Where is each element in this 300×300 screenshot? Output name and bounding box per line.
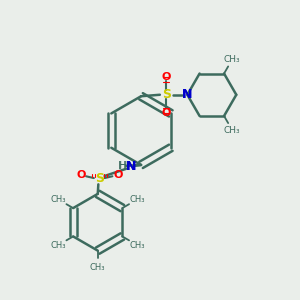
Text: CH₃: CH₃: [130, 195, 145, 204]
Text: CH₃: CH₃: [224, 126, 241, 135]
Text: CH₃: CH₃: [224, 55, 241, 64]
Text: O: O: [76, 170, 86, 180]
Text: CH₃: CH₃: [50, 241, 66, 250]
Text: O: O: [162, 72, 171, 82]
Text: N: N: [182, 88, 193, 101]
Text: N: N: [182, 88, 193, 101]
Text: S: S: [162, 88, 171, 101]
Text: CH₃: CH₃: [50, 195, 66, 204]
Text: CH₃: CH₃: [90, 263, 106, 272]
Text: S: S: [95, 172, 104, 185]
Text: O: O: [162, 108, 171, 118]
Text: H: H: [118, 161, 127, 171]
Text: N: N: [126, 160, 136, 173]
Text: O: O: [113, 170, 122, 180]
Text: N: N: [125, 160, 136, 173]
Text: CH₃: CH₃: [130, 241, 145, 250]
Text: H: H: [119, 161, 127, 171]
